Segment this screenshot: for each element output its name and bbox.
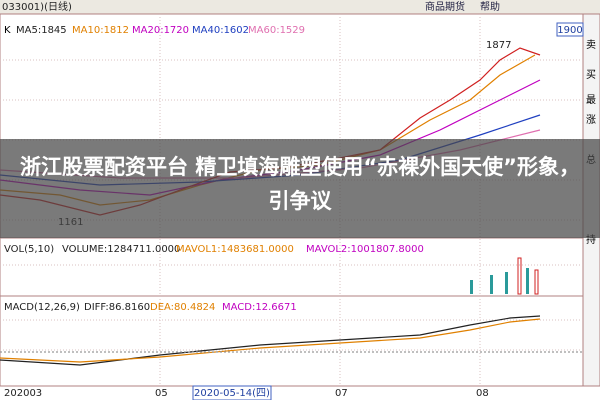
- macd-item: DIFF:86.8160: [84, 302, 150, 313]
- panel-name: VOL(5,10): [4, 244, 54, 255]
- menu-item[interactable]: 帮助: [480, 0, 500, 13]
- ma-label: MA20:1720: [132, 25, 189, 36]
- ma-label: MA40:1602: [192, 25, 249, 36]
- side-label: 涨: [586, 114, 596, 126]
- scale-box: [556, 22, 584, 37]
- x-label: 202003: [4, 388, 42, 399]
- ma-label: MA10:1812: [72, 25, 129, 36]
- volume-item: MAVOL2:1001807.8000: [306, 244, 424, 255]
- x-label: 05: [155, 388, 168, 399]
- menu-item[interactable]: 商品期货: [425, 0, 465, 13]
- macd-item: MACD:12.6671: [222, 302, 297, 313]
- ma-label: MA5:1845: [16, 25, 67, 36]
- window-title: 033001)(日线): [2, 0, 72, 13]
- volume-bars: [470, 257, 539, 295]
- scale-top: 1900: [557, 25, 582, 36]
- title-bar: [0, 0, 600, 14]
- high-label: 1877: [486, 40, 511, 51]
- side-label: 卖: [586, 39, 596, 51]
- macd-lines: [0, 315, 583, 366]
- ma-label: MA60:1529: [248, 25, 305, 36]
- headline: 浙江股票配资平台 精卫填海雕塑使用“赤裸外国天使”形象，引争议: [20, 155, 580, 213]
- panel-name: MACD(12,26,9): [4, 302, 80, 313]
- side-label: 买: [586, 69, 596, 81]
- volume-item: VOLUME:1284711.0000: [62, 244, 180, 255]
- x-label: 2020-05-14(四): [194, 388, 270, 399]
- macd-item: DEA:80.4824: [150, 302, 215, 313]
- headline-banner: [0, 139, 600, 238]
- x-label: 08: [476, 388, 489, 399]
- volume-item: MAVOL1:1483681.0000: [176, 244, 294, 255]
- indicator-name: K: [4, 25, 11, 36]
- side-label: 最: [586, 94, 596, 106]
- side-label: 持: [586, 233, 596, 246]
- x-label: 07: [335, 388, 348, 399]
- headline-box: 浙江股票配资平台 精卫填海雕塑使用“赤裸外国天使”形象，引争议: [20, 155, 580, 213]
